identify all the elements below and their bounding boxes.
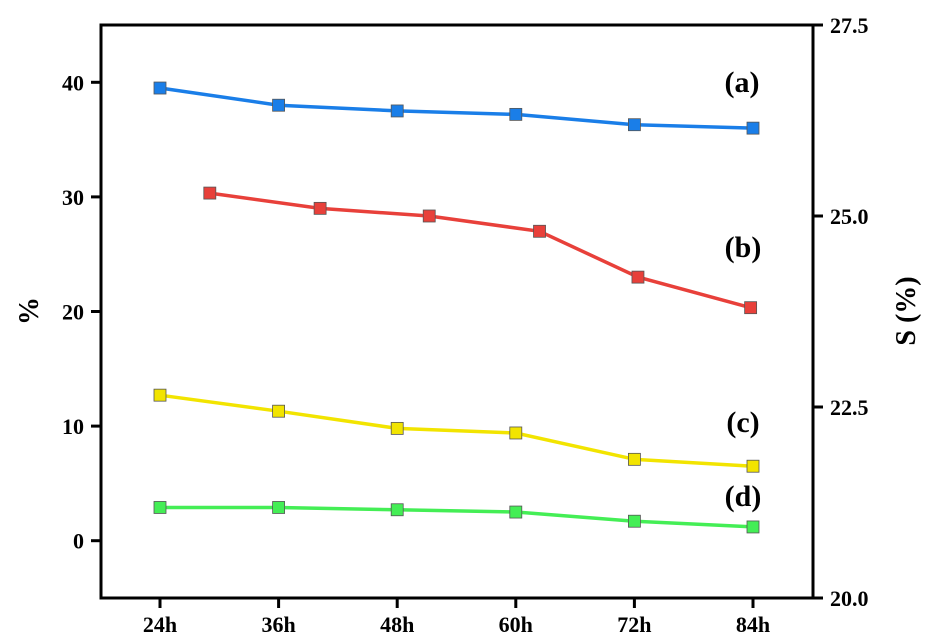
right-tick-label: 20.0 — [830, 586, 869, 611]
series-point — [153, 501, 167, 514]
series-point — [390, 503, 404, 517]
series-point — [509, 505, 523, 519]
series-point — [746, 459, 760, 473]
series-point — [422, 209, 436, 223]
x-tick-label: 84h — [736, 612, 770, 637]
series-line — [160, 505, 754, 529]
x-tick-label: 72h — [617, 612, 651, 637]
series-label: (d) — [725, 480, 762, 513]
series-point — [272, 98, 286, 112]
series-point — [628, 514, 641, 528]
series-point — [272, 404, 286, 418]
series-point — [631, 270, 645, 284]
left-axis-title: % — [14, 297, 45, 325]
series-point — [744, 301, 758, 315]
left-tick-label: 0 — [73, 529, 84, 554]
series-line — [159, 393, 754, 468]
left-axis-ticks: 0 10 20 30 40 — [62, 70, 101, 554]
series-point — [628, 452, 641, 466]
x-tick-label: 60h — [499, 612, 533, 637]
right-tick-label: 22.5 — [830, 395, 869, 420]
series-point — [203, 186, 217, 200]
left-tick-label: 40 — [62, 70, 84, 95]
series-line — [159, 86, 754, 130]
series-labels: (a) (b) (c) (d) — [725, 66, 762, 513]
left-tick-label: 30 — [62, 185, 84, 210]
right-axis-ticks: 20.0 22.5 25.0 27.5 — [813, 13, 869, 611]
right-tick-label: 27.5 — [830, 13, 869, 38]
right-tick-label: 25.0 — [830, 204, 869, 229]
series-label: (a) — [725, 66, 760, 99]
x-axis-ticks: 24h 36h 48h 60h 72h 84h — [143, 598, 770, 637]
series-point — [313, 201, 327, 215]
x-tick-label: 24h — [143, 612, 177, 637]
series-point — [509, 107, 523, 121]
x-tick-label: 48h — [380, 612, 414, 637]
series-label: (c) — [726, 406, 759, 439]
x-tick-label: 36h — [261, 612, 295, 637]
series-point — [628, 118, 641, 132]
series-point — [509, 426, 523, 440]
series-point — [746, 520, 760, 534]
series-line — [209, 191, 752, 310]
left-tick-label: 10 — [62, 414, 84, 439]
series-point — [272, 501, 286, 514]
series-group — [153, 81, 760, 534]
series-point — [390, 421, 404, 435]
right-axis-title: S (%) — [891, 276, 922, 345]
series-point — [746, 121, 760, 135]
series-point — [533, 224, 546, 238]
series-point — [153, 388, 167, 402]
left-tick-label: 20 — [62, 300, 84, 325]
series-point — [153, 81, 167, 95]
series-label: (b) — [725, 231, 762, 264]
series-point — [390, 104, 404, 118]
